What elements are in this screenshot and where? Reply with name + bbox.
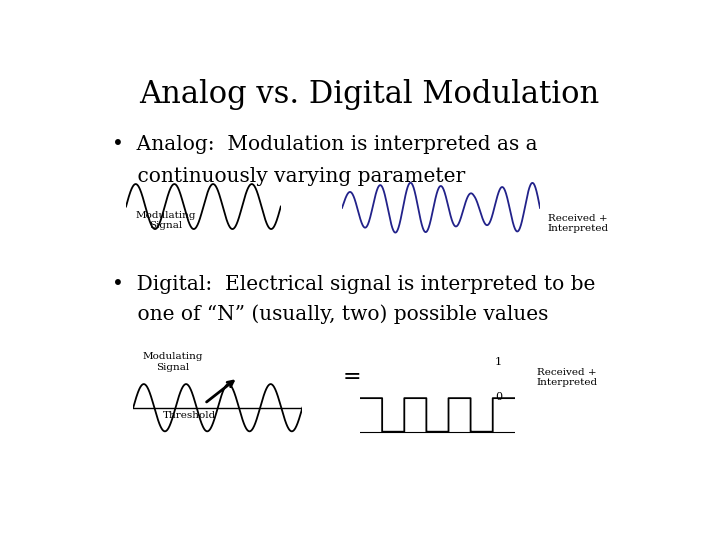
Text: one of “N” (usually, two) possible values: one of “N” (usually, two) possible value… — [112, 304, 549, 323]
Text: Modulating
Signal: Modulating Signal — [143, 353, 203, 372]
Text: continuously varying parameter: continuously varying parameter — [112, 167, 466, 186]
Text: Received +
Interpreted: Received + Interpreted — [536, 368, 598, 387]
Text: Analog vs. Digital Modulation: Analog vs. Digital Modulation — [139, 79, 599, 110]
Text: 0: 0 — [495, 393, 503, 402]
Text: 1: 1 — [495, 357, 503, 367]
Text: Received +
Interpreted: Received + Interpreted — [548, 214, 609, 233]
Text: Modulating
Signal: Modulating Signal — [135, 211, 196, 231]
Text: =: = — [343, 367, 361, 388]
Text: •  Analog:  Modulation is interpreted as a: • Analog: Modulation is interpreted as a — [112, 136, 538, 154]
Text: •  Digital:  Electrical signal is interpreted to be: • Digital: Electrical signal is interpre… — [112, 275, 595, 294]
Text: Threshold: Threshold — [163, 411, 216, 420]
